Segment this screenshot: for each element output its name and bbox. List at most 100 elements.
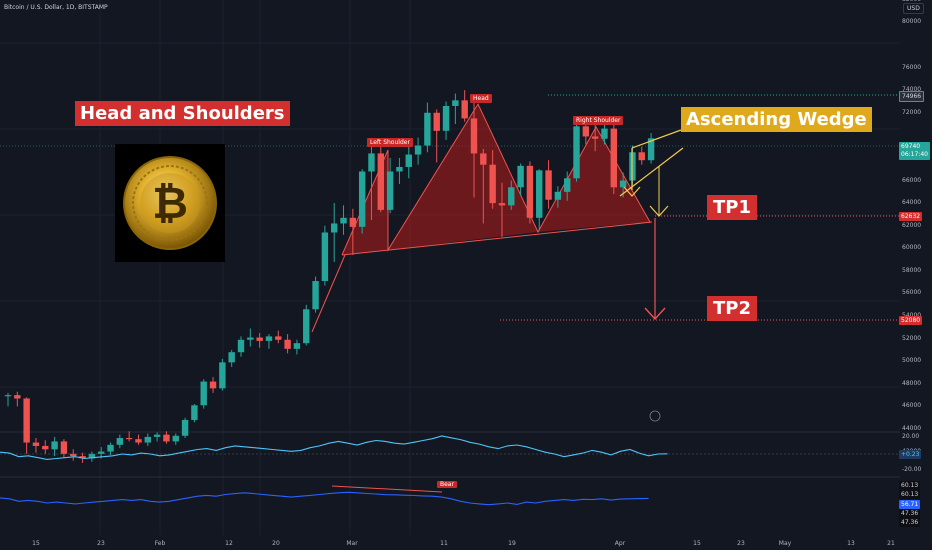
- pattern-entry-line: [311, 254, 346, 333]
- head-label: Head: [470, 94, 492, 103]
- candle-body: [228, 352, 235, 363]
- bitcoin-coin-icon: ₿: [123, 156, 217, 250]
- candle-body: [293, 343, 301, 349]
- candle-body: [638, 152, 645, 161]
- candle-body: [573, 126, 580, 179]
- candle-body: [98, 451, 105, 454]
- wedge-lower-line: [619, 147, 684, 197]
- candle-body: [116, 438, 124, 445]
- candle-body: [284, 339, 291, 349]
- candle-body: [470, 118, 478, 154]
- head-shoulders-pattern: [311, 102, 653, 333]
- candle-body: [442, 105, 450, 131]
- time-tick-label: May: [778, 540, 792, 547]
- time-tick-label: 11: [440, 540, 448, 547]
- osc2-tick-label: 47.36: [899, 509, 921, 518]
- oscillator-1-line: [0, 435, 668, 460]
- symbol-title[interactable]: Bitcoin / U.S. Dollar, 1D, BITSTAMP: [4, 4, 108, 11]
- price-tick-label: 66000: [902, 176, 922, 184]
- currency-label[interactable]: USD: [903, 3, 924, 14]
- candle-body: [23, 398, 30, 443]
- tp2-label: TP2: [707, 296, 757, 321]
- candle-body: [88, 453, 96, 459]
- oscillator-1-value-tag: +0.23: [899, 450, 922, 459]
- wedge-upper-line: [631, 129, 682, 149]
- wedge-arrowhead: [649, 205, 669, 217]
- candle-body: [237, 339, 245, 353]
- candle-body: [256, 337, 263, 341]
- candle-body: [275, 336, 282, 340]
- neckline: [341, 221, 653, 256]
- candle-body: [70, 453, 77, 457]
- candle-body: [107, 444, 114, 452]
- time-tick-label: 19: [508, 540, 516, 547]
- tp2-arrowhead: [644, 307, 666, 321]
- bear-label: Bear: [437, 481, 457, 488]
- candle-body: [4, 395, 12, 397]
- candle-body: [265, 336, 273, 341]
- price-tick-label: 56000: [902, 289, 922, 297]
- candle-body: [79, 456, 86, 459]
- candle-body: [517, 165, 524, 188]
- candle-body: [489, 164, 496, 204]
- candle-body: [60, 441, 68, 454]
- candle-body: [349, 217, 357, 227]
- candle-body: [303, 309, 310, 344]
- candle-body: [545, 170, 552, 200]
- candle-body: [405, 154, 412, 167]
- time-tick-label: 12: [225, 540, 233, 547]
- time-tick-label: 13: [847, 540, 855, 547]
- candle-body: [144, 436, 151, 443]
- pattern-outline: [341, 102, 651, 256]
- candle-body: [536, 170, 543, 218]
- candle-body: [647, 138, 655, 161]
- candle-body: [564, 178, 571, 192]
- candle-body: [508, 187, 515, 206]
- candle-body: [461, 100, 468, 119]
- tp1-label: TP1: [707, 195, 757, 220]
- current-price: 69740: [901, 143, 921, 150]
- time-tick-label: 23: [737, 540, 745, 547]
- candle-body: [358, 171, 366, 227]
- head-area: [388, 104, 538, 250]
- wedge-title-label: Ascending Wedge: [681, 107, 872, 132]
- candle-body: [377, 153, 384, 210]
- candle-body: [51, 441, 58, 450]
- countdown: 06:17:40: [901, 151, 928, 158]
- time-tick-label: Feb: [154, 540, 166, 547]
- price-tick-label: 74000: [902, 86, 922, 94]
- price-tick-label: 46000: [902, 402, 922, 410]
- price-tick-label: 62000: [902, 221, 922, 229]
- price-tick-label: 82000: [902, 0, 932, 3]
- time-tick-label: Apr: [614, 540, 626, 547]
- right-shoulder-label: Right Shoulder: [573, 116, 624, 125]
- tp1-level-tag: 62632: [899, 212, 923, 221]
- candle-body: [181, 419, 189, 436]
- osc2-tick-label: 47.36: [899, 518, 921, 527]
- price-tick-label: 44000: [902, 425, 922, 432]
- candle-body: [396, 166, 403, 172]
- candle-body: [610, 128, 617, 188]
- oscillators: [0, 435, 900, 506]
- high-level-tag: 74966: [899, 91, 925, 102]
- bitcoin-logo: ₿: [115, 144, 225, 262]
- osc2-tick-label: 60.13: [899, 490, 921, 499]
- candle-body: [209, 381, 217, 389]
- candle-body: [424, 112, 431, 146]
- oscillator-2-line: [0, 491, 649, 506]
- candle-body: [153, 434, 161, 437]
- tp2-level-tag: 52080: [899, 316, 923, 325]
- price-tick-label: 60000: [902, 244, 922, 252]
- wedge-arrowhead-left: [623, 186, 641, 197]
- candle-body: [340, 217, 347, 224]
- osc1-tick-label: -20.00: [902, 466, 922, 473]
- drawings: [619, 129, 684, 422]
- time-tick-label: 21: [887, 540, 895, 547]
- price-tick-label: 64000: [902, 199, 922, 207]
- time-tick-label: 15: [693, 540, 701, 547]
- candle-body: [172, 435, 179, 442]
- candle-body: [498, 203, 506, 206]
- candle-body: [219, 362, 226, 389]
- candle-body: [619, 180, 627, 188]
